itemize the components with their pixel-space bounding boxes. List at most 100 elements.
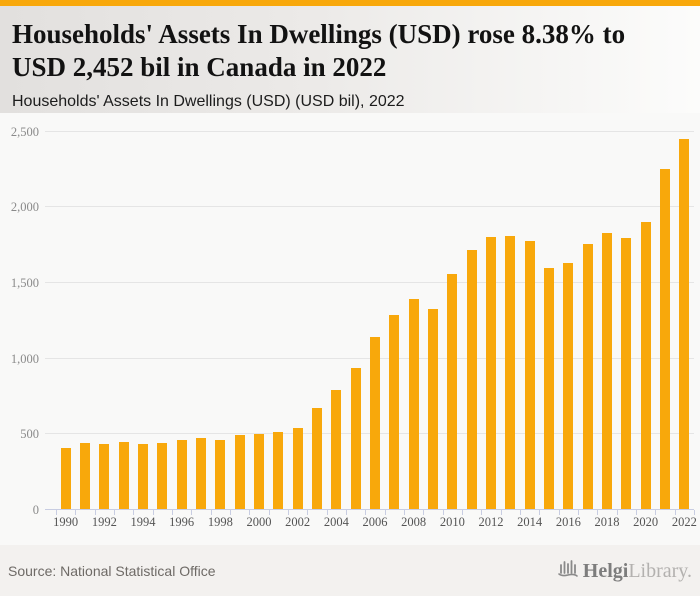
bar-1990 [60, 447, 71, 510]
x-tick [114, 510, 115, 515]
chart-plot-region: 0 500 1,000 1,500 2,000 2,500 1990 1992 1994 199… [0, 113, 700, 545]
bar-2007 [389, 314, 400, 510]
x-tick [210, 510, 212, 515]
x-tick [56, 510, 57, 515]
x-tick [597, 510, 599, 515]
x-tick-label-2022: 2022 [671, 515, 697, 529]
x-tick [616, 510, 618, 515]
x-tick [578, 510, 579, 515]
bar-slot-2021 [655, 132, 674, 510]
bar-2015 [543, 267, 554, 510]
bar-2011 [466, 250, 477, 510]
chart-footer: Source: National Statistical Office Helg… [0, 545, 700, 596]
bar-slot-1994 [133, 132, 152, 510]
bar-1992 [99, 443, 110, 510]
bar-2002 [292, 428, 303, 510]
bar-1997 [195, 437, 206, 510]
source-text: Source: National Statistical Office [8, 563, 216, 579]
x-tick [694, 510, 695, 515]
gridline-500 [45, 433, 694, 435]
x-tick-label-2018: 2018 [594, 515, 620, 529]
x-tick [384, 510, 386, 515]
bar-2016 [563, 263, 574, 510]
chart-title-line1: Households' Assets In Dwellings (USD) ro… [12, 19, 626, 49]
y-tick-label-0: 0 [32, 503, 39, 517]
x-tick [75, 510, 77, 515]
x-tick [539, 510, 541, 515]
x-tick [172, 510, 173, 515]
bar-slot-2008 [404, 132, 423, 510]
bar-slot-1998 [211, 132, 230, 510]
plot-area: 1990 1992 1994 1996 1998 2000 2002 2004 2006 2008… [45, 130, 697, 529]
x-tick-label-1998: 1998 [207, 515, 233, 529]
x-tick [230, 510, 231, 515]
x-tick [674, 510, 676, 515]
bar-slot-1999 [230, 132, 249, 510]
bar-1998 [215, 440, 226, 510]
y-tick-label-2500: 2,500 [10, 124, 39, 139]
gridline-2500 [45, 130, 694, 132]
bar-2020 [640, 222, 651, 510]
bar-slot-2012 [481, 132, 500, 510]
x-tick-label-2000: 2000 [246, 515, 272, 529]
bar-2012 [485, 237, 496, 510]
y-tick-label-500: 500 [20, 427, 39, 442]
x-tick [365, 510, 367, 515]
bar-slot-2002 [288, 132, 307, 510]
bar-1995 [157, 442, 168, 510]
bar-2006 [369, 337, 380, 510]
helgi-logo-icon [557, 557, 579, 584]
x-tick-label-2002: 2002 [285, 515, 311, 529]
bar-slot-2020 [636, 132, 655, 510]
x-tick [133, 510, 135, 515]
bar-slot-2015 [539, 132, 558, 510]
x-tick [94, 510, 96, 515]
bar-slot-1991 [75, 132, 94, 510]
x-tick-label-1994: 1994 [130, 515, 156, 529]
x-tick [655, 510, 657, 515]
x-axis-labels: 1990 1992 1994 1996 1998 2000 2002 2004 2006 2008… [53, 510, 697, 530]
x-tick-label-1990: 1990 [53, 515, 79, 529]
x-tick-label-2020: 2020 [633, 515, 659, 529]
x-tick-label-2016: 2016 [555, 515, 581, 529]
x-tick-label-2010: 2010 [439, 515, 465, 529]
x-tick [152, 510, 154, 515]
x-tick [500, 510, 502, 515]
bar-slot-2013 [501, 132, 520, 510]
x-tick-label-2006: 2006 [362, 515, 388, 529]
logo-word-helgi: Helgi [582, 559, 629, 582]
gridline-2000 [45, 206, 694, 208]
x-tick [307, 510, 309, 515]
bar-slot-1992 [95, 132, 114, 510]
bar-slot-2019 [617, 132, 636, 510]
gridline-1500 [45, 281, 694, 283]
x-tick [346, 510, 347, 515]
bar-slot-2016 [559, 132, 578, 510]
x-tick [191, 510, 193, 515]
bar-2003 [311, 407, 322, 510]
bar-slot-2009 [423, 132, 442, 510]
x-tick [326, 510, 328, 515]
y-tick-label-1000: 1,000 [10, 351, 39, 366]
bar-2014 [524, 240, 535, 510]
bar-slot-2006 [365, 132, 384, 510]
bar-2017 [582, 244, 593, 510]
chart-title: Households' Assets In Dwellings (USD) ro… [12, 18, 686, 84]
x-tick [442, 510, 444, 515]
x-tick-label-1996: 1996 [169, 515, 195, 529]
logo-wordmark: HelgiLibrary. [583, 558, 692, 584]
y-tick-label-1500: 1,500 [10, 275, 39, 290]
logo-word-library: Library. [628, 559, 692, 582]
bar-2013 [505, 235, 516, 510]
chart-title-line2: USD 2,452 bil in Canada in 2022 [12, 52, 387, 82]
x-tick [462, 510, 463, 515]
bar-2000 [253, 433, 264, 510]
bar-1991 [79, 442, 90, 510]
bar-slot-2000 [249, 132, 268, 510]
bar-slot-1993 [114, 132, 133, 510]
bar-2001 [273, 431, 284, 510]
bar-2018 [601, 232, 612, 510]
bar-slot-2022 [675, 132, 694, 510]
bar-slot-2010 [443, 132, 462, 510]
